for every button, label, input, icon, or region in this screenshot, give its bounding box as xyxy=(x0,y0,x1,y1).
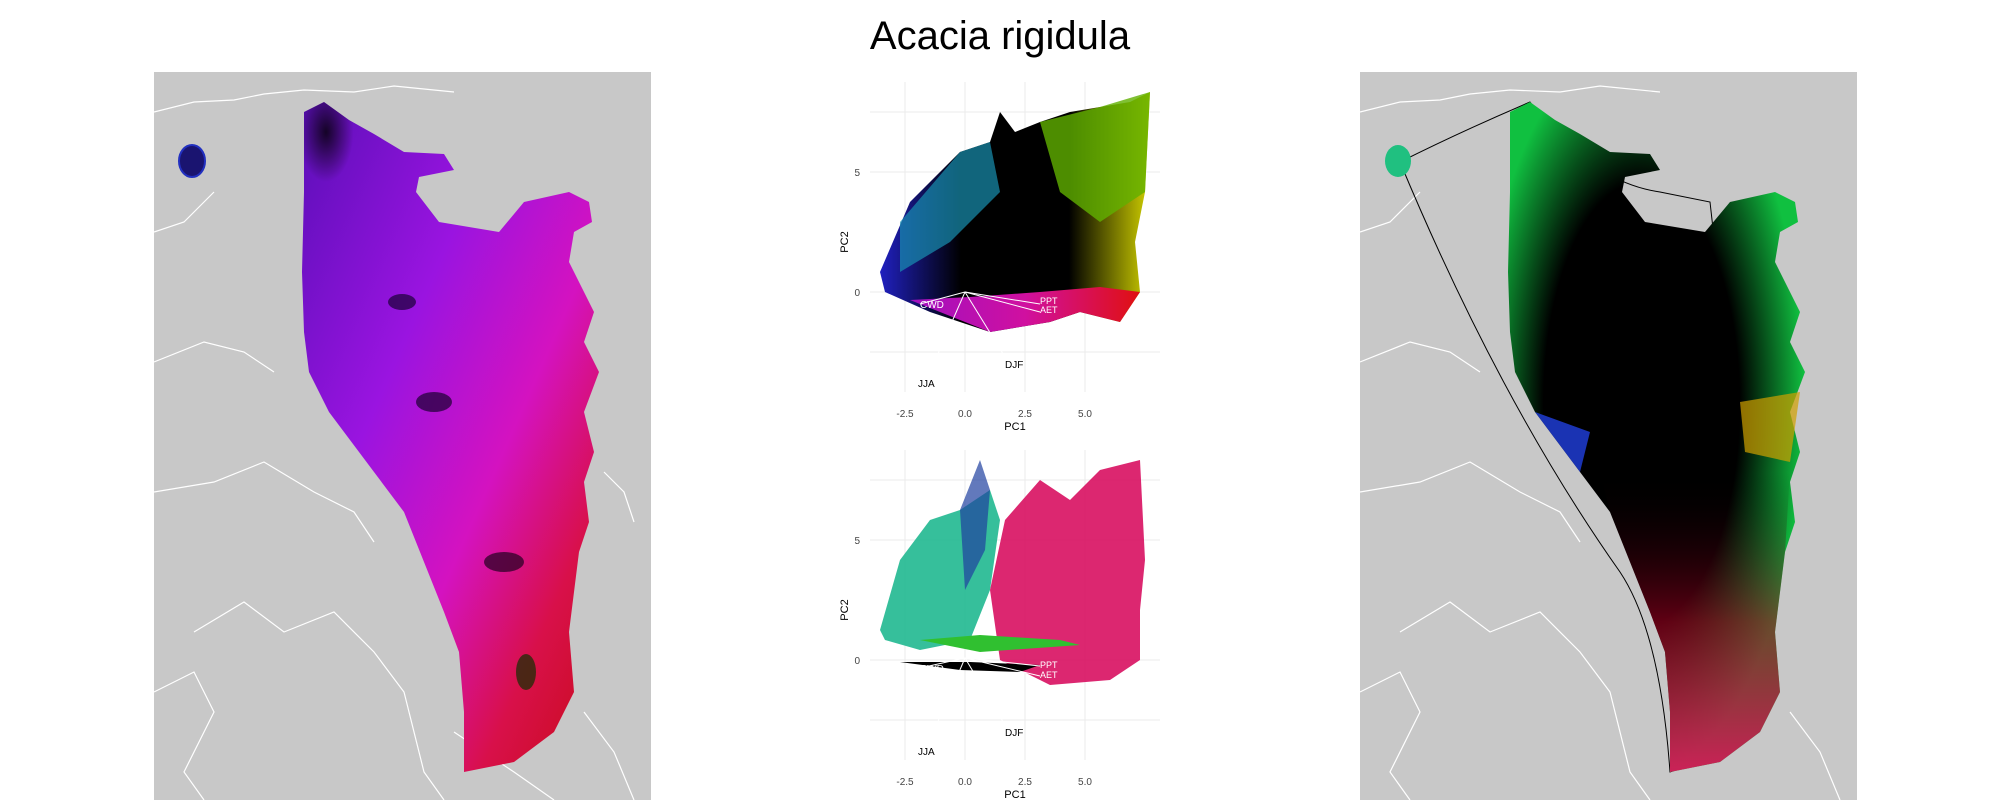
figure-title: Acacia rigidula xyxy=(869,14,1131,58)
loading-arrows xyxy=(919,657,1041,741)
loading-label: DJF xyxy=(1005,360,1023,371)
x-tick-label: 2.5 xyxy=(1018,409,1032,420)
loading-label: CWD xyxy=(920,300,944,311)
pca-top-panel: CWD PPT AET JJA DJF -2.5 0.0 2.5 5.0 0 5… xyxy=(839,72,1180,433)
loading-arrows xyxy=(919,291,1041,373)
x-tick-label: 5.0 xyxy=(1078,409,1092,420)
range-yellow-sector xyxy=(1740,392,1800,462)
loading-label: CWD xyxy=(920,664,944,675)
x-tick-label: 2.5 xyxy=(1018,777,1032,788)
x-tick-label: 0.0 xyxy=(958,409,972,420)
range-blue-sector xyxy=(1535,412,1590,472)
right-map-panel xyxy=(1359,72,1857,802)
state-borders xyxy=(1359,85,1841,801)
left-map xyxy=(153,72,651,801)
pca-bottom-panel: CWD PPT AET JJA DJF -2.5 0.0 2.5 5.0 0 5… xyxy=(839,440,1180,801)
y-tick-label: 0 xyxy=(854,656,860,667)
state-borders xyxy=(153,85,635,801)
y-tick-label: 0 xyxy=(854,288,860,299)
x-axis-label: PC1 xyxy=(1004,421,1025,432)
range-dark-spot xyxy=(416,392,452,412)
left-map-panel xyxy=(153,72,651,802)
loading-label: AET xyxy=(1040,305,1058,315)
loading-label: JJA xyxy=(918,379,935,390)
range-dark-patch xyxy=(304,102,414,302)
x-axis-label: PC1 xyxy=(1004,789,1025,800)
y-tick-label: 5 xyxy=(854,168,860,179)
pca-top-green-area xyxy=(1040,92,1150,222)
pca-bottom-green-band xyxy=(920,635,1080,652)
pca-bottom-blue-area xyxy=(960,460,990,590)
y-tick-label: 5 xyxy=(854,536,860,547)
loading-label: AET xyxy=(1040,670,1058,680)
loading-label: JJA xyxy=(918,747,935,758)
pca-bottom-plot: CWD PPT AET JJA DJF -2.5 0.0 2.5 5.0 0 5… xyxy=(839,450,1160,801)
pca-top-cyan-area xyxy=(900,142,1000,272)
x-tick-label: -2.5 xyxy=(896,409,914,420)
pca-top-plot: CWD PPT AET JJA DJF -2.5 0.0 2.5 5.0 0 5… xyxy=(839,82,1160,433)
pca-bottom-pink-cloud xyxy=(990,460,1145,685)
range-dark-spot xyxy=(484,552,524,572)
x-tick-label: 0.0 xyxy=(958,777,972,788)
loading-label: PPT xyxy=(1040,660,1058,670)
y-axis-label: PC2 xyxy=(840,599,851,620)
outlier-patch xyxy=(1385,145,1411,177)
range-dark-spot xyxy=(388,294,416,310)
range-red-gradient xyxy=(1600,472,1790,772)
range-dark-spot xyxy=(516,654,536,690)
outlier-patch xyxy=(178,144,206,178)
x-tick-label: 5.0 xyxy=(1078,777,1092,788)
right-map xyxy=(1359,72,1857,801)
loading-label: PPT xyxy=(1040,296,1058,306)
pca-top-bottom-band xyxy=(910,287,1140,332)
y-axis-label: PC2 xyxy=(840,231,851,252)
x-tick-label: -2.5 xyxy=(896,777,914,788)
loading-label: DJF xyxy=(1005,728,1023,739)
